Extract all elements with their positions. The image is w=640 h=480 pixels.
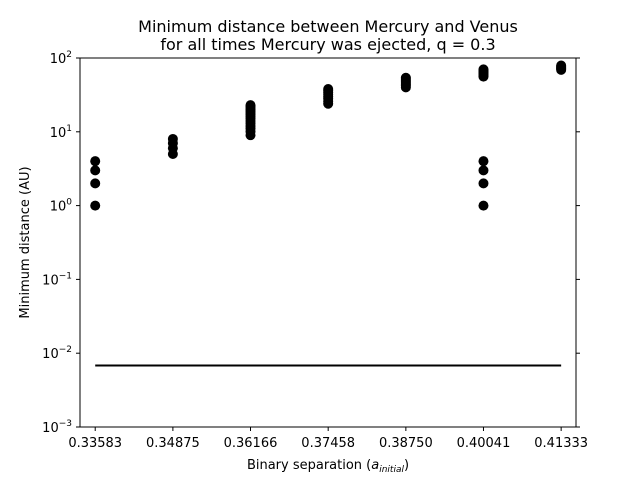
y-tick-label: 10−2: [42, 345, 72, 362]
data-point: [478, 178, 489, 189]
data-point: [167, 133, 178, 144]
x-tick-label: 0.38750: [379, 436, 433, 451]
data-point: [556, 60, 567, 71]
y-axis: 10−3 10−2 10−1 100 101 102: [42, 50, 580, 436]
x-tick-label: 0.36166: [224, 436, 278, 451]
chart-title-line-2: for all times Mercury was ejected, q = 0…: [160, 35, 495, 54]
x-tick-label: 0.37458: [301, 436, 355, 451]
data-point: [478, 156, 489, 167]
x-tick-label: 0.41333: [534, 436, 588, 451]
x-tick-label: 0.40041: [457, 436, 511, 451]
data-point: [245, 100, 256, 111]
data-point: [323, 84, 334, 95]
data-point: [90, 165, 101, 176]
x-axis: 0.33583 0.34875 0.36166 0.37458 0.38750 0.400…: [68, 427, 588, 451]
data-point: [400, 72, 411, 83]
data-series: [90, 60, 567, 367]
chart-title-line-1: Minimum distance between Mercury and Ven…: [138, 17, 518, 36]
data-point: [478, 200, 489, 211]
y-tick-label: 101: [50, 124, 72, 141]
plot-area-frame: [79, 57, 577, 428]
data-point: [478, 64, 489, 75]
y-tick-label: 102: [50, 50, 72, 67]
x-tick-label: 0.34875: [146, 436, 200, 451]
y-axis-label: Minimum distance (AU): [18, 166, 33, 318]
x-tick-label: 0.33583: [68, 436, 122, 451]
data-point: [478, 165, 489, 176]
y-tick-label: 10−1: [42, 271, 72, 288]
data-point: [90, 156, 101, 167]
data-point: [90, 200, 101, 211]
y-tick-label: 100: [50, 198, 73, 215]
x-axis-label: Binary separation (ainitial): [247, 458, 409, 475]
data-point: [90, 178, 101, 189]
y-tick-label: 10−3: [42, 419, 72, 436]
